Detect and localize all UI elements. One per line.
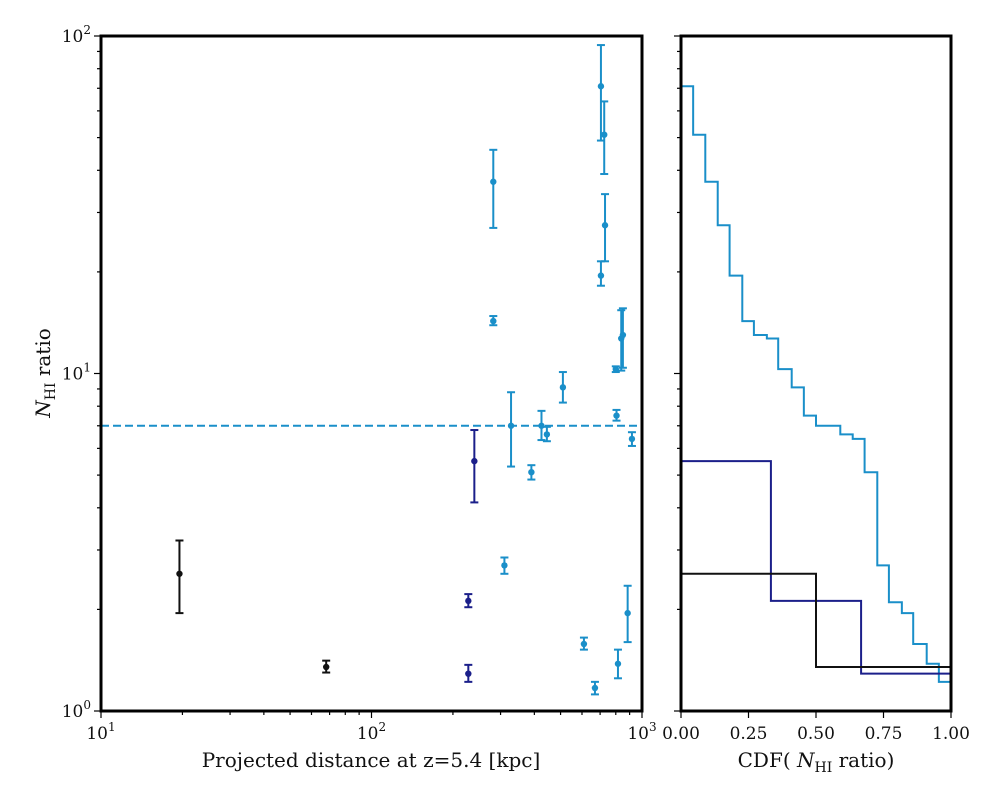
data-point xyxy=(543,431,551,438)
x-tick-label: 102 xyxy=(357,720,386,744)
scatter-plot-area xyxy=(101,44,642,696)
y-tick-label-exponent: 0 xyxy=(83,698,91,712)
data-point xyxy=(597,272,605,279)
data-point xyxy=(465,597,472,605)
y-tick-label-base: 10 xyxy=(62,27,84,47)
data-point xyxy=(624,609,631,617)
cdf-axis-ticks: 0.00 0.25 0.50 0.75 1.00 xyxy=(662,35,970,744)
x-tick-label: 103 xyxy=(627,720,656,744)
data-point xyxy=(507,422,515,429)
data-point xyxy=(501,562,508,569)
y-tick-label-exponent: 1 xyxy=(83,361,91,375)
data-point xyxy=(176,570,183,577)
y-tick-label-base: 10 xyxy=(62,365,84,385)
data-point xyxy=(597,83,605,90)
data-point xyxy=(601,131,608,138)
y-label-subscript: HI xyxy=(43,383,59,401)
y-label-n: N xyxy=(31,399,55,419)
data-point xyxy=(580,640,588,648)
x-tick-label-base: 10 xyxy=(86,724,108,744)
cdf-plot-area xyxy=(681,85,952,688)
cdf-step-black xyxy=(681,572,951,669)
y-tick-label: 101 xyxy=(62,361,91,385)
x-tick-label-exponent: 1 xyxy=(108,720,116,734)
y-tick-label: 102 xyxy=(62,23,91,47)
cdf-label-rest: ratio) xyxy=(832,748,894,772)
data-point xyxy=(591,684,599,692)
y-tick-label-exponent: 2 xyxy=(83,23,91,37)
data-point xyxy=(538,422,545,429)
cdf-x-tick-label: 1.00 xyxy=(932,724,970,744)
cdf-label-subscript: HI xyxy=(815,760,833,776)
data-point xyxy=(322,663,330,671)
cdf-label-pre: CDF( xyxy=(738,748,797,772)
data-point xyxy=(613,412,620,419)
data-point xyxy=(628,435,636,443)
series-black xyxy=(175,539,331,674)
data-point xyxy=(490,317,497,325)
x-tick-label: 101 xyxy=(86,720,115,744)
data-point xyxy=(528,468,535,476)
x-tick-label-base: 10 xyxy=(627,724,649,744)
cdf-step-light-blue xyxy=(681,85,952,688)
x-tick-label-base: 10 xyxy=(357,724,379,744)
cdf-x-tick-label: 0.00 xyxy=(662,724,700,744)
data-point xyxy=(614,660,622,667)
scatter-plot-frame xyxy=(99,34,644,713)
cdf-panel: 0.00 0.25 0.50 0.75 1.00 CDF( NHI ratio) xyxy=(662,34,970,776)
series-navy xyxy=(464,429,479,683)
cdf-x-axis-label: CDF( NHI ratio) xyxy=(738,748,895,776)
series-light-blue xyxy=(489,44,636,696)
scatter-x-axis-label: Projected distance at z=5.4 [kpc] xyxy=(202,748,541,772)
x-tick-label-exponent: 3 xyxy=(649,720,657,734)
y-tick-label-base: 10 xyxy=(62,702,84,722)
data-point xyxy=(559,384,567,391)
cdf-x-tick-label: 0.50 xyxy=(797,724,835,744)
cdf-x-tick-label: 0.75 xyxy=(865,724,903,744)
scatter-y-axis-label: NHI ratio xyxy=(31,328,59,419)
cdf-x-tick-label: 0.25 xyxy=(730,724,768,744)
data-point xyxy=(490,178,497,185)
x-tick-label-exponent: 2 xyxy=(379,720,387,734)
data-point xyxy=(471,457,478,465)
data-point xyxy=(619,331,627,339)
y-tick-label: 100 xyxy=(62,698,91,722)
y-label-rest: ratio xyxy=(31,328,55,382)
data-point xyxy=(465,670,472,677)
data-point xyxy=(601,222,609,229)
cdf-label-n: N xyxy=(796,748,816,772)
